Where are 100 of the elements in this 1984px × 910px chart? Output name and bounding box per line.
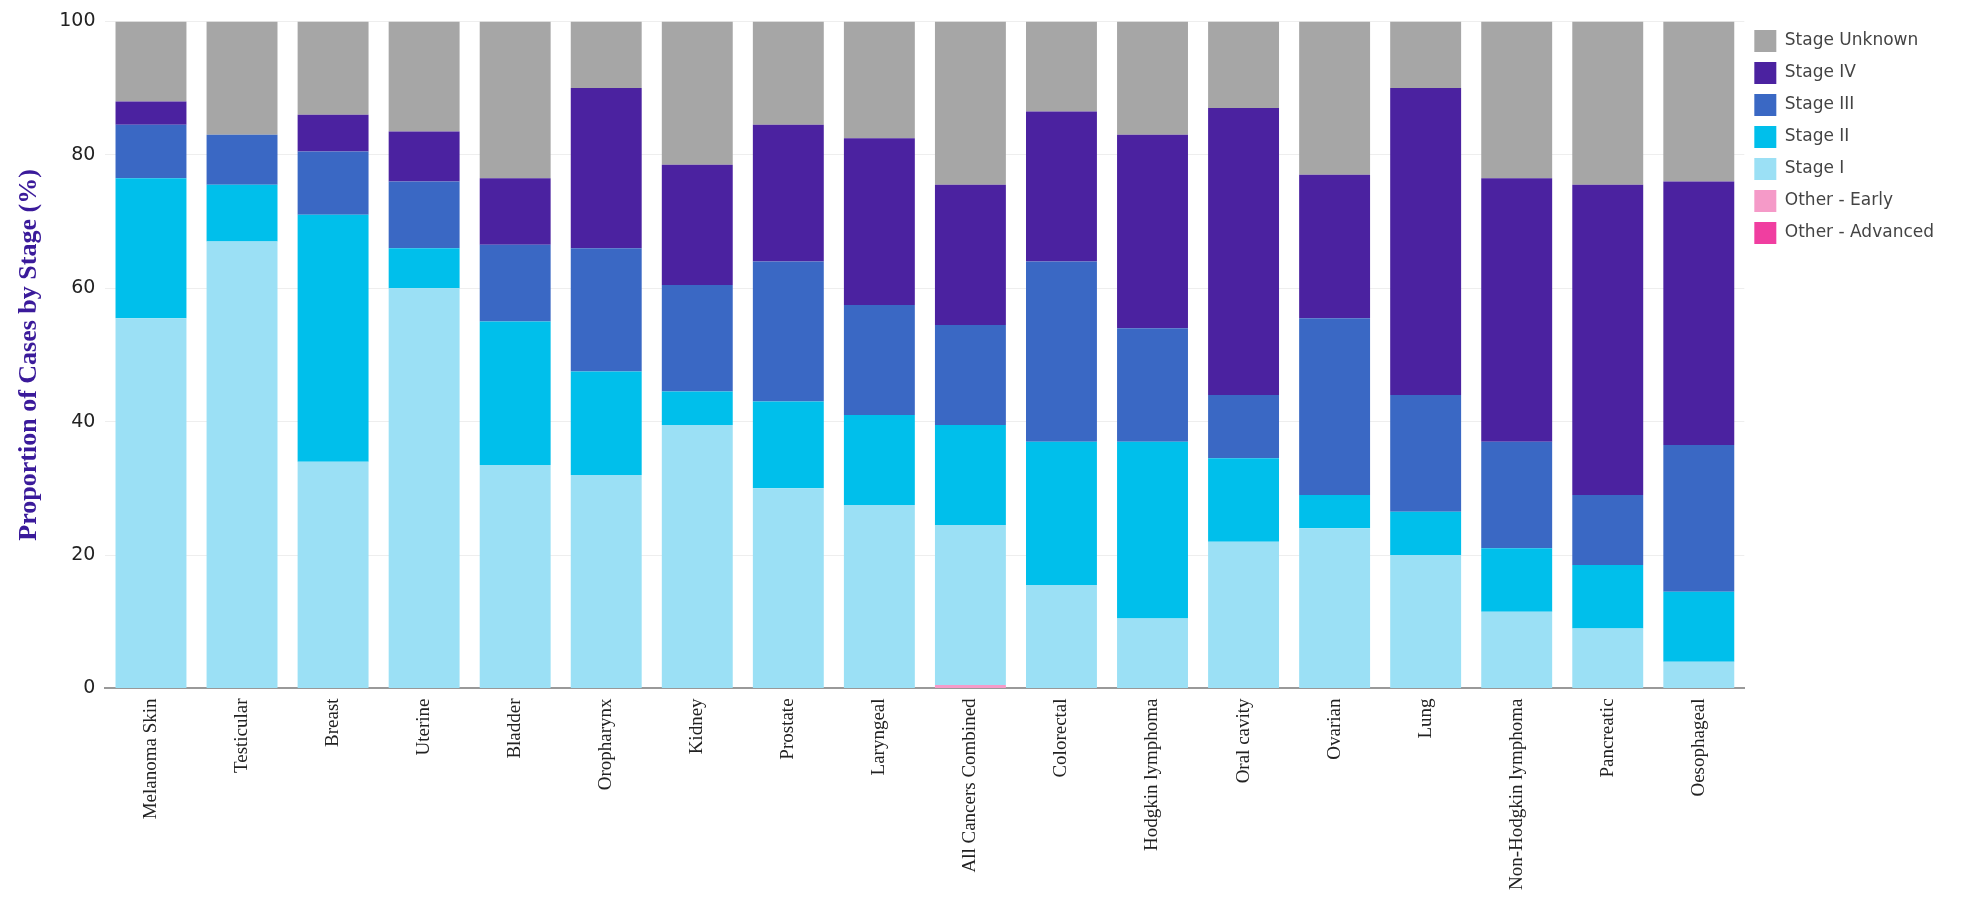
- bar: [1026, 261, 1097, 442]
- x-tick-label: Uterine: [412, 698, 434, 756]
- bar: [843, 414, 915, 505]
- bar: [1026, 585, 1097, 688]
- bar: [1663, 444, 1735, 592]
- bar: [297, 461, 369, 688]
- bar: [570, 371, 642, 475]
- bar: [752, 21, 824, 125]
- bar: [1117, 21, 1188, 135]
- bar: [843, 21, 915, 139]
- y-tick-label: 20: [71, 541, 96, 564]
- bar: [661, 284, 733, 392]
- bar: [1481, 548, 1553, 612]
- bar: [388, 21, 460, 132]
- bar: [1663, 181, 1735, 445]
- bar: [1390, 394, 1462, 512]
- bar: [752, 401, 824, 489]
- bar: [1299, 21, 1371, 175]
- bar: [570, 88, 642, 249]
- bar: [752, 124, 824, 262]
- bar: [1208, 394, 1280, 459]
- bar: [115, 318, 187, 688]
- x-tick-label: Lung: [1413, 697, 1435, 739]
- bar: [1663, 21, 1735, 182]
- x-tick-label: Kidney: [685, 697, 707, 755]
- legend-label: Stage Unknown: [1784, 29, 1919, 50]
- bar: [1026, 21, 1097, 112]
- bar: [115, 124, 187, 179]
- bar: [934, 324, 1006, 425]
- bar: [1572, 21, 1644, 185]
- bar: [1026, 441, 1097, 586]
- bar: [206, 241, 278, 688]
- y-axis-title: Proportion of Cases by Stage (%): [13, 169, 43, 541]
- bar: [1117, 441, 1188, 619]
- bar: [206, 21, 278, 135]
- bar: [1299, 528, 1371, 688]
- bar: [1390, 555, 1462, 688]
- bar: [661, 21, 733, 165]
- bar: [934, 184, 1006, 325]
- legend-label: Other - Early: [1784, 189, 1893, 210]
- x-tick-label: Breast: [321, 697, 343, 747]
- bar: [1572, 565, 1644, 629]
- bar: [479, 244, 551, 322]
- bar: [1117, 618, 1188, 688]
- bar: [934, 424, 1006, 526]
- legend-label: Stage II: [1784, 125, 1850, 146]
- x-tick-label: Pancreatic: [1595, 698, 1617, 778]
- bar: [297, 214, 369, 462]
- bar: [297, 21, 369, 115]
- y-tick-label: 0: [83, 675, 96, 698]
- y-tick-label: 100: [59, 8, 96, 31]
- bar: [1390, 88, 1462, 395]
- bar: [1481, 21, 1553, 179]
- bar: [1117, 134, 1188, 329]
- bar: [115, 21, 187, 102]
- bar: [297, 114, 369, 152]
- bar: [1208, 21, 1280, 109]
- bar: [1572, 628, 1644, 688]
- bar: [934, 525, 1006, 686]
- bar: [115, 178, 187, 319]
- bar: [1299, 174, 1371, 319]
- legend-label: Stage III: [1784, 93, 1855, 114]
- x-tick-label: Prostate: [776, 698, 798, 760]
- x-tick-label: All Cancers Combined: [958, 697, 980, 873]
- bar: [388, 248, 460, 289]
- bar: [479, 464, 551, 688]
- bar: [388, 288, 460, 688]
- x-tick-label: Non-Hodgkin lymphoma: [1504, 697, 1526, 891]
- bar: [1117, 328, 1188, 442]
- x-tick-label: Colorectal: [1049, 698, 1071, 778]
- bar: [843, 505, 915, 688]
- bar: [1208, 458, 1280, 542]
- legend-label: Other - Advanced: [1784, 221, 1935, 242]
- bar: [752, 261, 824, 402]
- bar: [1299, 318, 1371, 495]
- bar: [1481, 611, 1553, 688]
- bar: [570, 21, 642, 89]
- bar: [479, 21, 551, 179]
- x-tick-label: Hodgkin lymphoma: [1140, 697, 1162, 851]
- y-tick-label: 80: [71, 141, 96, 164]
- bar: [388, 181, 460, 249]
- bar: [661, 424, 733, 688]
- x-tick-label: Testicular: [230, 697, 252, 774]
- bar: [206, 134, 278, 185]
- bar: [1663, 661, 1735, 688]
- x-tick-label: Laryngeal: [867, 698, 889, 776]
- bar: [479, 321, 551, 465]
- bar: [1572, 184, 1644, 495]
- bar: [1208, 541, 1280, 688]
- bar: [570, 248, 642, 372]
- bar: [1481, 178, 1553, 442]
- bar: [1299, 494, 1371, 529]
- bar: [479, 178, 551, 245]
- x-tick-label: Ovarian: [1322, 697, 1344, 760]
- bar: [297, 151, 369, 215]
- y-tick-label: 40: [71, 408, 96, 431]
- bar: [1026, 111, 1097, 262]
- x-tick-label: Oropharynx: [594, 697, 616, 791]
- bar: [388, 131, 460, 182]
- x-tick-label: Melanoma Skin: [138, 697, 160, 820]
